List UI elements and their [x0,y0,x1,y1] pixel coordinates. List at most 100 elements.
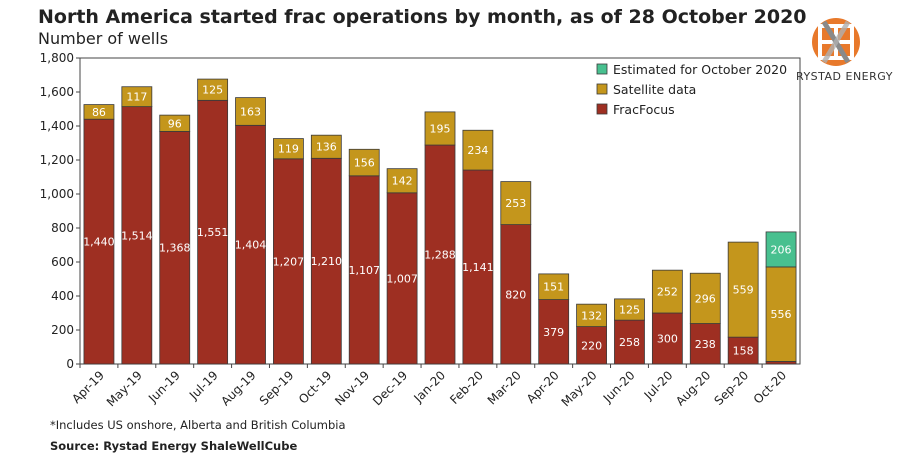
data-label: 559 [733,284,754,297]
bar-satellite-data [197,78,229,101]
x-tick-label: Jan-20 [411,368,449,406]
bar-fracfocus [197,99,229,365]
x-tick-label: Mar-20 [485,368,524,407]
y-tick-label: 1,600 [40,85,74,99]
data-label: 1,288 [424,249,456,262]
data-label: 1,210 [311,255,343,268]
bar-satellite-data [83,104,115,120]
bar-fracfocus [727,336,759,365]
bar-satellite-data [576,303,607,328]
data-label: 125 [202,84,223,97]
bar-satellite-data [538,273,570,300]
bar-fracfocus [83,118,115,365]
data-label: 142 [392,175,413,188]
bar-satellite-data [121,86,153,108]
x-tick-label: Jul-19 [186,368,221,403]
bar-fracfocus [386,192,418,365]
bar-satellite-data [273,138,304,160]
legend-swatch [596,83,608,95]
data-label: 86 [92,106,106,119]
brand-name: RYSTAD ENERGY [796,70,893,83]
x-tick-label: Apr-19 [69,368,107,406]
bar-satellite-data [614,298,645,321]
y-tick-label: 1,200 [40,153,74,167]
data-label: 119 [278,143,299,156]
bar-satellite-data [386,168,418,194]
x-tick-label: Jun-20 [600,368,638,406]
chart-subtitle: Number of wells [38,29,169,48]
data-label: 132 [581,309,602,322]
data-label: 195 [430,122,451,135]
data-label: 379 [543,326,564,339]
data-label: 258 [619,336,640,349]
x-tick-label: Oct-20 [751,368,789,406]
data-label: 296 [695,292,716,305]
data-label: 206 [771,243,792,256]
bar-satellite-data [689,272,721,324]
rystad-logo-icon [812,18,860,66]
data-label: 156 [354,157,375,170]
legend-label: Estimated for October 2020 [613,62,787,77]
x-tick-label: Feb-20 [447,368,486,407]
data-label: 151 [543,281,564,294]
source-note: Source: Rystad Energy ShaleWellCube [50,439,298,453]
x-tick-label: Sep-19 [257,368,297,408]
bar-fracfocus [273,158,304,365]
data-label: 220 [581,339,602,352]
y-tick-label: 0 [66,357,74,371]
data-label: 820 [505,288,526,301]
data-label: 96 [168,117,182,130]
x-tick-label: Aug-19 [218,368,258,408]
data-label: 556 [771,308,792,321]
data-label: 238 [695,338,716,351]
data-label: 1,551 [197,226,229,239]
x-tick-label: Oct-19 [296,368,334,406]
x-tick-label: Jun-19 [145,368,183,406]
bar-satellite-data [159,114,191,132]
legend-label: FracFocus [613,102,675,117]
data-label: 1,207 [273,255,305,268]
data-label: 136 [316,141,337,154]
bar-fracfocus [424,144,456,365]
legend-swatch [596,103,608,115]
legend-label: Satellite data [613,82,696,97]
legend-swatch [596,63,608,75]
bar-fracfocus [500,224,532,365]
bar-satellite-data [310,134,342,159]
chart-title: North America started frac operations by… [38,6,807,28]
x-tick-label: Nov-19 [332,368,372,408]
bar-satellite-data [765,266,797,362]
bar-satellite-data [235,97,266,126]
bar-satellite-data [727,241,759,338]
x-tick-label: Sep-20 [712,368,752,408]
bar-fracfocus [159,131,191,365]
bar-fracfocus [348,175,380,365]
x-tick-label: Apr-20 [524,368,562,406]
bar-satellite-data [651,269,683,314]
x-tick-label: May-20 [559,368,600,409]
data-label: 117 [126,91,147,104]
bar-satellite-data [462,129,494,171]
y-tick-label: 400 [51,289,74,303]
x-tick-label: Jul-20 [641,368,676,403]
bar-satellite-data [348,148,380,177]
bar-fracfocus [121,106,153,365]
data-label: 1,107 [348,264,380,277]
data-label: 1,440 [83,236,115,249]
bar-fracfocus [576,326,607,365]
footnote: *Includes US onshore, Alberta and Britis… [50,418,346,432]
bar-satellite-data [500,181,532,225]
data-label: 300 [657,333,678,346]
x-tick-label: Aug-20 [673,368,713,408]
data-label: 1,368 [159,242,191,255]
bar-estimated-for-october-2020 [765,231,797,268]
data-label: 253 [505,197,526,210]
data-label: 1,514 [121,229,153,242]
data-label: 125 [619,304,640,317]
x-tick-label: Dec-19 [370,368,410,408]
data-label: 158 [733,345,754,358]
y-tick-label: 1,800 [40,51,74,65]
y-tick-label: 200 [51,323,74,337]
bar-fracfocus [310,157,342,365]
